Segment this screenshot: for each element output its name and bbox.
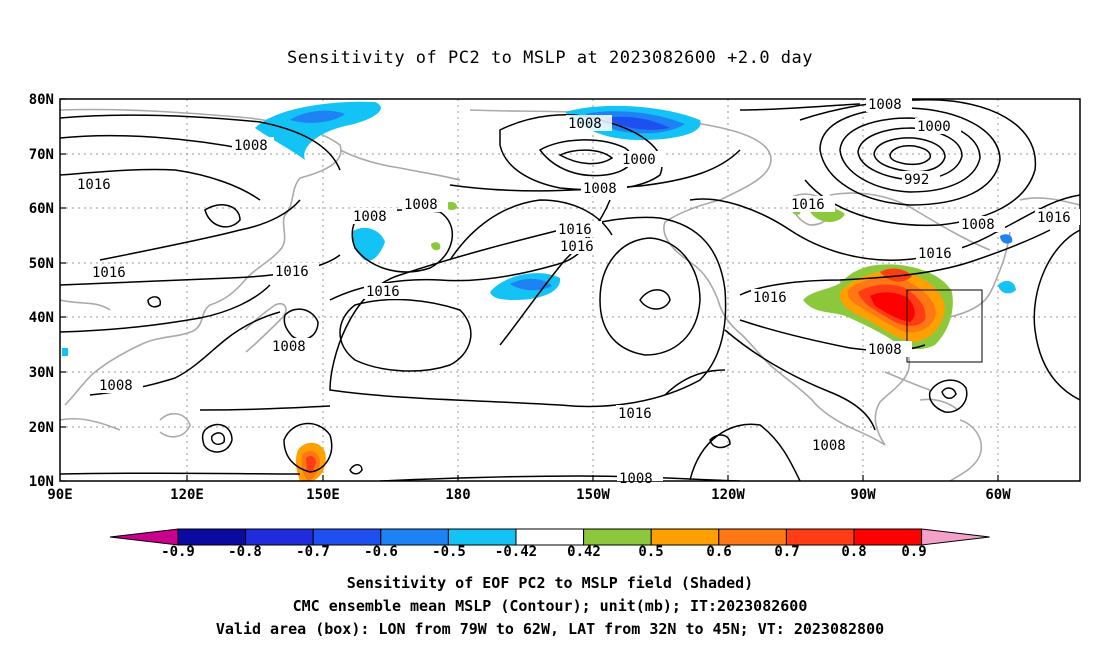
colorbar-segment: [921, 528, 990, 546]
contour-label: 1016: [92, 265, 126, 281]
latitude-labels: 80N 70N 60N 50N 40N 30N 20N 10N: [29, 92, 54, 490]
colorbar-segment: [718, 528, 787, 546]
longitude-labels: 90E 120E 150E 180 150W 120W 90W 60W: [47, 487, 1011, 503]
contour-label: 992: [904, 172, 929, 188]
lon-label: 90W: [850, 487, 876, 503]
colorbar-segment: [109, 528, 179, 546]
lat-label: 20N: [29, 420, 54, 436]
colorbar-labels: -0.9 -0.8 -0.7 -0.6 -0.5 -0.42 0.42 0.5 …: [161, 544, 927, 560]
contour-label: 1008: [404, 197, 438, 213]
contour-label: 1016: [753, 290, 787, 306]
contour-label: 1008: [868, 97, 902, 113]
footer-line-3: Valid area (box): LON from 79W to 62W, L…: [215, 620, 885, 638]
lat-label: 60N: [29, 201, 54, 217]
colorbar-label: -0.5: [432, 544, 466, 560]
colorbar-label: -0.6: [364, 544, 398, 560]
colorbar-label: 0.9: [901, 544, 926, 560]
colorbar-label: 0.8: [841, 544, 866, 560]
colorbar-segment: [447, 528, 517, 546]
contour-label: 1008: [961, 217, 995, 233]
lat-label: 10N: [29, 474, 54, 490]
contour-label-bottom: 1008: [619, 471, 653, 487]
colorbar-label: -0.7: [296, 544, 330, 560]
footer-line-2: CMC ensemble mean MSLP (Contour); unit(m…: [292, 597, 808, 615]
map-title: Sensitivity of PC2 to MSLP at 2023082600…: [286, 48, 813, 68]
contour-label: 1008: [868, 342, 902, 358]
colorbar-segment: [785, 528, 855, 546]
lon-label: 120W: [711, 487, 745, 503]
valid-area-box: [906, 289, 983, 363]
contour-label: 1016: [618, 406, 652, 422]
colorbar-label: 0.42: [567, 544, 601, 560]
colorbar-segment: [583, 528, 652, 546]
lat-label: 70N: [29, 147, 54, 163]
contour-label: 1016: [918, 246, 952, 262]
colorbar-label: 0.6: [706, 544, 731, 560]
colorbar: [109, 528, 990, 546]
lon-label: 120E: [170, 487, 204, 503]
lon-label: 90E: [47, 487, 72, 503]
footer-line-1: Sensitivity of EOF PC2 to MSLP field (Sh…: [346, 574, 754, 592]
contour-label: 1016: [366, 284, 400, 300]
lat-label: 30N: [29, 365, 54, 381]
contour-label: 1016: [558, 222, 592, 238]
contour-label: 1008: [99, 378, 133, 394]
colorbar-segment: [177, 528, 247, 546]
colorbar-segment: [380, 528, 449, 546]
sensitivity-shading: [62, 101, 1016, 481]
lon-label: 150W: [576, 487, 610, 503]
contour-label: 1008: [353, 209, 387, 225]
lat-label: 40N: [29, 310, 54, 326]
contour-labels: 1008 1008 1000 1008 1000 992 1016 1008 1…: [75, 96, 1080, 487]
colorbar-segment: [245, 528, 314, 546]
colorbar-segment: [650, 528, 720, 546]
colorbar-label: -0.42: [495, 544, 537, 560]
tick-marks: [60, 98, 999, 482]
contour-label: 1000: [622, 152, 656, 168]
contour-label: 1016: [275, 264, 309, 280]
lon-label: 180: [445, 487, 470, 503]
colorbar-label: 0.5: [638, 544, 663, 560]
contour-label: 1016: [791, 197, 825, 213]
map-frame: [59, 98, 1081, 482]
lat-label: 80N: [29, 92, 54, 108]
colorbar-segment: [853, 528, 923, 546]
contour-label: 1000: [917, 119, 951, 135]
lon-label: 150E: [306, 487, 340, 503]
colorbar-segment: [312, 528, 382, 546]
colorbar-label: 0.7: [774, 544, 799, 560]
colorbar-segment: [515, 528, 585, 546]
colorbar-label: -0.8: [228, 544, 262, 560]
lat-label: 50N: [29, 256, 54, 272]
colorbar-label: -0.9: [161, 544, 195, 560]
contour-label: 1016: [1037, 210, 1071, 226]
contour-label: 1008: [272, 339, 306, 355]
lon-label: 60W: [985, 487, 1011, 503]
contour-label: 1016: [77, 177, 111, 193]
contour-label: 1008: [234, 138, 268, 154]
contour-label: 1016: [560, 239, 594, 255]
contour-label: 1008: [812, 438, 846, 454]
contour-label: 1008: [568, 116, 602, 132]
contour-label: 1008: [583, 181, 617, 197]
gridlines: [60, 99, 1080, 481]
